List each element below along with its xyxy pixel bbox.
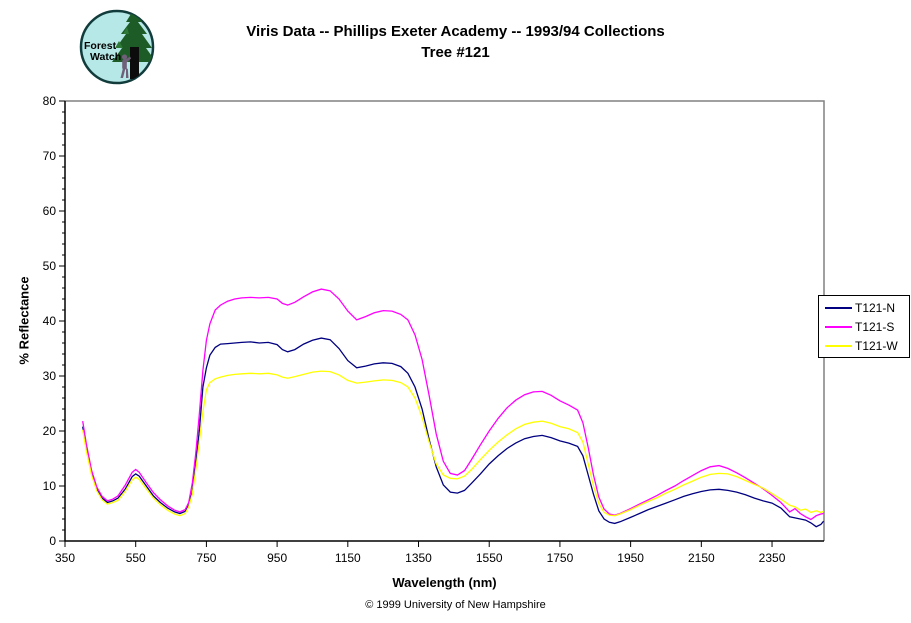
x-tick-label: 1350 — [405, 551, 432, 565]
legend-line-sample — [825, 325, 852, 328]
legend-item: T121-N — [825, 298, 909, 317]
series-line-T121-S — [82, 288, 824, 521]
x-tick-label: 750 — [196, 551, 216, 565]
y-tick-label: 0 — [49, 534, 56, 548]
y-tick-label: 20 — [43, 424, 57, 438]
logo-text-watch: Watch — [90, 51, 121, 63]
y-tick-label: 60 — [43, 204, 57, 218]
series-line-T121-W — [82, 370, 824, 517]
chart-subtitle: Tree #121 — [421, 44, 490, 61]
legend-line-sample — [825, 344, 852, 347]
forest-watch-logo: Forest Watch — [77, 7, 157, 87]
y-tick-label: 10 — [43, 479, 57, 493]
x-tick-label: 1750 — [547, 551, 574, 565]
legend-item: T121-S — [825, 317, 909, 336]
tree-foliage-icon — [112, 11, 153, 62]
legend-label: T121-N — [855, 300, 896, 315]
chart-title: Viris Data -- Phillips Exeter Academy --… — [246, 23, 665, 40]
x-tick-label: 2350 — [759, 551, 786, 565]
x-tick-label: 1150 — [335, 551, 361, 565]
x-tick-label: 1550 — [476, 551, 503, 565]
y-tick-label: 40 — [43, 314, 57, 328]
title-block: Viris Data -- Phillips Exeter Academy --… — [0, 21, 911, 63]
y-tick-label: 80 — [43, 94, 57, 108]
y-tick-label: 50 — [43, 259, 57, 273]
x-tick-label: 2150 — [688, 551, 715, 565]
logo-text-forest: Forest — [84, 40, 117, 52]
legend-label: T121-S — [855, 319, 895, 334]
x-tick-label: 950 — [267, 551, 287, 565]
series-line-T121-N — [82, 337, 825, 528]
tree-foliage-highlight — [115, 27, 129, 48]
x-tick-label: 1950 — [617, 551, 644, 565]
y-tick-label: 70 — [43, 149, 57, 163]
x-tick-label: 550 — [126, 551, 146, 565]
x-axis-title: Wavelength (nm) — [392, 575, 497, 590]
plot-frame — [65, 100, 825, 541]
x-tick-label: 350 — [55, 551, 75, 565]
legend: T121-N T121-S T121-W — [818, 295, 910, 358]
forest-watch-logo-svg: Forest Watch — [79, 9, 155, 85]
copyright: © 1999 University of New Hampshire — [365, 599, 546, 611]
tree-trunk — [130, 47, 139, 79]
y-tick-label: 30 — [43, 369, 57, 383]
person-figure-icon — [120, 54, 131, 78]
legend-label: T121-W — [855, 338, 898, 353]
legend-line-sample — [825, 306, 852, 309]
legend-item: T121-W — [825, 336, 909, 355]
